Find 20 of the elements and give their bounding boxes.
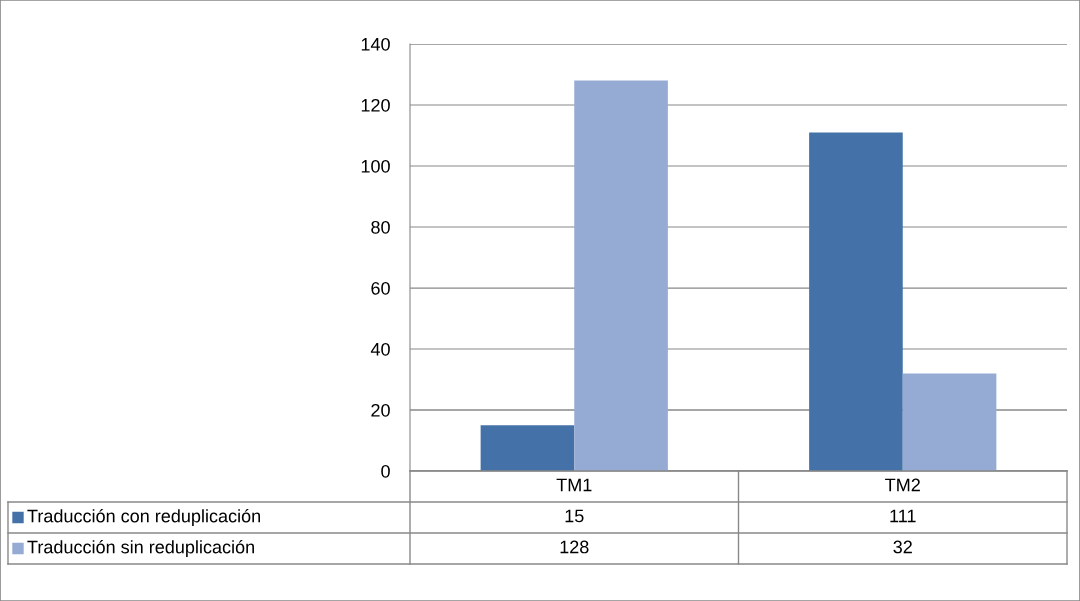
data-label: 128 xyxy=(560,540,589,554)
data-label: 111 xyxy=(890,509,916,523)
x-tick-label: TM1 xyxy=(556,478,592,492)
y-tick-label: 60 xyxy=(371,281,390,295)
y-tick-label: 140 xyxy=(361,37,390,51)
y-tick-label: 20 xyxy=(371,403,390,417)
y-tick-label: 100 xyxy=(361,159,390,173)
data-label: 32 xyxy=(893,540,912,554)
y-tick-label: 40 xyxy=(370,342,390,356)
bar xyxy=(902,373,997,471)
legend-label: Traducción sin reduplicación xyxy=(27,539,254,558)
data-label: 15 xyxy=(565,509,584,523)
bar xyxy=(574,80,668,471)
bar xyxy=(480,425,575,471)
legend-label: Traducción con reduplicación xyxy=(27,508,261,527)
y-tick-label: 0 xyxy=(381,464,390,478)
y-tick-label: 80 xyxy=(371,220,390,234)
x-tick-label: TM2 xyxy=(885,478,920,492)
bar xyxy=(809,132,903,471)
y-tick-label: 120 xyxy=(361,98,390,112)
